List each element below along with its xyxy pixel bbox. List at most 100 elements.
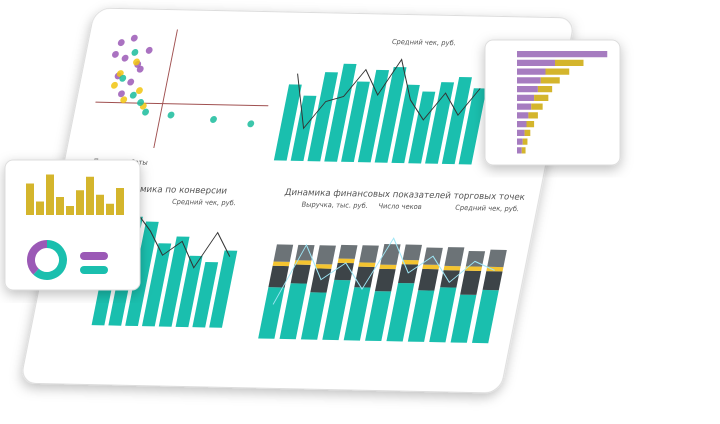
legend-label: Число чеков: [378, 202, 423, 211]
stacked-segment: [460, 270, 482, 295]
bar: [86, 176, 94, 215]
bar: [307, 72, 339, 162]
stacked-segment: [279, 283, 307, 340]
stacked-segment: [401, 259, 419, 265]
legend-pill: [80, 266, 108, 274]
hbar: [517, 121, 527, 128]
stacked-segment: [268, 265, 289, 288]
bar: [324, 63, 357, 162]
scatter-point: [119, 74, 127, 82]
bar: [116, 188, 124, 215]
bar: [175, 255, 203, 328]
finance-panel: Динамика финансовых показателей торговых…: [258, 188, 527, 344]
scatter-point: [127, 78, 135, 86]
bar: [141, 243, 172, 327]
scatter-point: [130, 34, 138, 42]
bar: [66, 206, 74, 215]
hbar: [517, 59, 555, 66]
hbar: [555, 59, 584, 66]
stacked-segment: [465, 250, 486, 267]
line: [297, 58, 481, 130]
stacked-segment: [300, 292, 327, 340]
stacked-segment: [380, 244, 401, 265]
stacked-segment: [322, 279, 351, 341]
scatter-point: [129, 91, 137, 99]
hbar: [517, 129, 525, 136]
hbar: [540, 77, 560, 84]
panel-title: Динамика по конверсии: [116, 184, 228, 196]
hbar: [517, 68, 546, 75]
stacked-segment: [464, 266, 483, 271]
hbar: [517, 103, 532, 110]
hbar: [517, 112, 529, 119]
bar: [46, 174, 54, 215]
bar: [441, 77, 472, 165]
line: [272, 237, 495, 305]
stacked-segment: [343, 287, 371, 341]
sales-panel: Средний чек, руб.: [273, 38, 487, 165]
scatter-point: [142, 108, 149, 116]
stacked-segment: [444, 247, 465, 267]
stacked-segment: [273, 244, 294, 262]
stacked-segment: [450, 294, 477, 343]
stacked-segment: [359, 245, 379, 263]
scatter-point: [247, 120, 255, 128]
scatter-point: [136, 87, 143, 95]
stacked-segment: [443, 265, 461, 271]
scatter-point: [111, 50, 119, 58]
stacked-segment: [374, 268, 396, 292]
hbar: [517, 138, 523, 145]
stacked-segment: [379, 264, 397, 270]
stacked-segment: [358, 262, 376, 268]
scatter-point: [137, 99, 144, 106]
bar: [96, 194, 104, 215]
hbar: [528, 112, 538, 119]
scatter-point: [118, 90, 125, 98]
stacked-segment: [386, 282, 415, 342]
axis-line: [153, 29, 178, 148]
right-card: [484, 39, 621, 166]
stacked-segment: [407, 290, 435, 342]
stacked-segment: [482, 271, 503, 291]
panel-title: Динамика финансовых показателей торговых…: [284, 188, 527, 203]
stacked-segment: [471, 289, 499, 344]
scatter-point: [120, 96, 128, 104]
bar: [125, 221, 159, 327]
stacked-segment: [337, 258, 355, 264]
hbar: [545, 68, 570, 75]
donut-slice: [33, 240, 67, 280]
bar: [76, 190, 84, 215]
legend-label: Средний чек, руб.: [454, 204, 519, 213]
hbar: [517, 94, 535, 101]
stacked-segment: [365, 291, 392, 342]
bar: [56, 197, 64, 215]
hbar: [526, 121, 535, 128]
legend-label: Средний чек, руб.: [171, 198, 236, 207]
stacked-segment: [294, 260, 312, 265]
hbar: [517, 77, 541, 84]
hbar: [524, 129, 531, 136]
legend-pill: [80, 252, 108, 260]
stacked-segment: [258, 287, 285, 339]
legend-label: Выручка, тыс. руб.: [301, 201, 369, 210]
hbar: [534, 94, 549, 101]
card-frame: [484, 39, 621, 166]
bar: [273, 84, 302, 161]
stacked-segment: [315, 245, 336, 265]
stacked-segment: [422, 264, 440, 270]
bar: [408, 91, 436, 164]
scatter-point: [145, 46, 153, 54]
bar: [341, 81, 370, 163]
card-frame: [4, 159, 141, 291]
stacked-segment: [418, 268, 439, 291]
bar: [458, 88, 487, 165]
hbar: [521, 147, 526, 154]
bar: [357, 69, 390, 163]
scatter-point: [133, 58, 140, 66]
stacked-segment: [486, 266, 504, 272]
hbar: [517, 86, 538, 93]
bar: [425, 82, 455, 164]
stacked-segment: [272, 261, 290, 267]
scatter-point: [121, 54, 129, 62]
